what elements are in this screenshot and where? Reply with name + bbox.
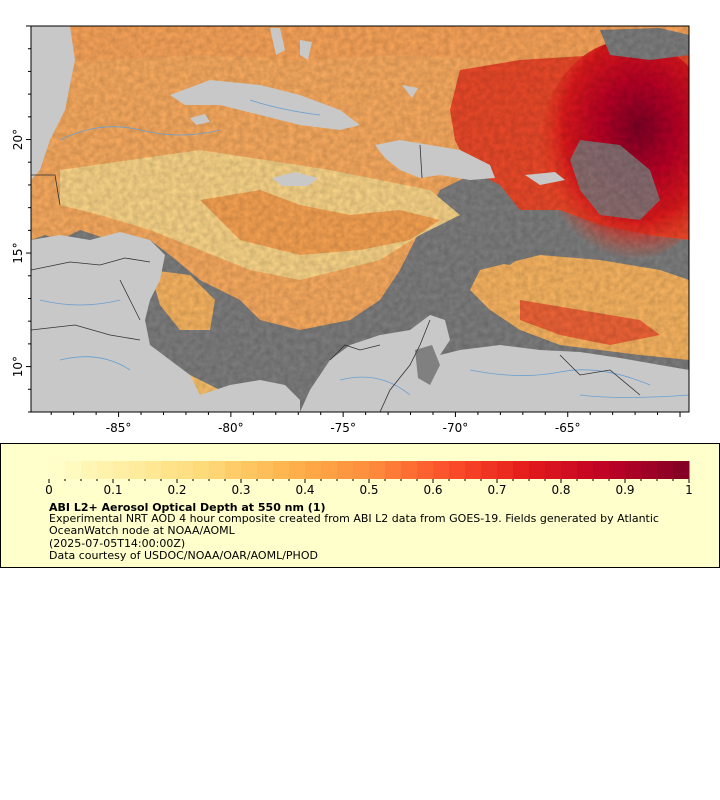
colorbar-cell — [65, 461, 82, 479]
colorbar-tick-label: 0.7 — [487, 483, 506, 497]
colorbar-cell — [161, 461, 178, 479]
colorbar-tick-label: 0.5 — [359, 483, 378, 497]
aod-map: -85° -80° -75° -70° -65° 10° 15° 20° — [11, 25, 690, 435]
colorbar-cell — [113, 461, 130, 479]
colorbar-cell — [481, 461, 498, 479]
land-isla-juventud — [190, 114, 210, 125]
colorbar-ticks: 0 0.1 0.2 0.3 0.4 0.5 0.6 0.7 0.8 0.9 1 — [45, 479, 693, 497]
colorbar-cell — [353, 461, 370, 479]
colorbar-cell — [561, 461, 578, 479]
colorbar-cell — [417, 461, 434, 479]
lat-tick-label: 15° — [11, 242, 25, 263]
colorbar-cell — [545, 461, 562, 479]
colorbar-cell — [209, 461, 226, 479]
colorbar-cell — [49, 461, 66, 479]
legend-description: Experimental NRT AOD 4 hour composite cr… — [49, 512, 659, 537]
lon-tick-label: -75° — [330, 421, 356, 435]
colorbar-cell — [97, 461, 114, 479]
legend-time: (2025-07-05T14:00:00Z) — [49, 537, 186, 550]
colorbar-cell — [129, 461, 146, 479]
legend-panel: 0 0.1 0.2 0.3 0.4 0.5 0.6 0.7 0.8 0.9 1 ABI L2+ Ae… — [0, 443, 720, 568]
land-jamaica — [272, 172, 318, 186]
land-bahamas-3 — [402, 85, 418, 98]
colorbar-tick-label: 0.8 — [551, 483, 570, 497]
colorbar-cell — [273, 461, 290, 479]
legend-credit: Data courtesy of USDOC/NOAA/OAR/AOML/PHO… — [49, 549, 318, 562]
colorbar-cell — [497, 461, 514, 479]
lon-tick-label: -80° — [218, 421, 244, 435]
colorbar-cell — [401, 461, 418, 479]
country-borders — [31, 144, 641, 412]
colorbar-cell — [145, 461, 162, 479]
river-lines — [39, 99, 689, 398]
colorbar-tick-label: 0.1 — [103, 483, 122, 497]
colorbar-cell — [289, 461, 306, 479]
colorbar-cell — [369, 461, 386, 479]
colorbar-tick-label: 1 — [685, 483, 693, 497]
lat-tick-label: 10° — [11, 356, 25, 377]
colorbar-cell — [465, 461, 482, 479]
land-south-america — [300, 315, 689, 412]
colorbar-cell — [321, 461, 338, 479]
land-yucatan — [31, 26, 75, 180]
colorbar-cells — [49, 461, 690, 479]
colorbar-cell — [385, 461, 402, 479]
colorbar-cell — [225, 461, 242, 479]
map-axes: -85° -80° -75° -70° -65° 10° 15° 20° — [11, 25, 681, 435]
colorbar-tick-label: 0.2 — [167, 483, 186, 497]
colorbar-cell — [257, 461, 274, 479]
colorbar-tick-label: 0.4 — [295, 483, 314, 497]
colorbar-cell — [177, 461, 194, 479]
lake-maracaibo — [415, 345, 440, 385]
land-panama — [200, 380, 300, 412]
colorbar-tick-label: 0 — [45, 483, 53, 497]
colorbar-cell — [529, 461, 546, 479]
lat-tick-label: 20° — [11, 129, 25, 150]
colorbar-cell — [641, 461, 658, 479]
colorbar-cell — [625, 461, 642, 479]
legend-title: ABI L2+ Aerosol Optical Depth at 550 nm … — [49, 501, 326, 514]
colorbar-cell — [513, 461, 530, 479]
colorbar-tick-label: 0.6 — [423, 483, 442, 497]
lon-tick-label: -85° — [106, 421, 132, 435]
colorbar-cell — [449, 461, 466, 479]
land-bahamas-2 — [300, 40, 312, 60]
colorbar-tick-label: 0.9 — [615, 483, 634, 497]
lon-tick-label: -65° — [555, 421, 581, 435]
colorbar-cell — [577, 461, 594, 479]
colorbar-cell — [337, 461, 354, 479]
colorbar-cell — [657, 461, 674, 479]
colorbar-cell — [673, 461, 690, 479]
land-cuba — [170, 80, 360, 130]
lon-tick-label: -70° — [443, 421, 469, 435]
colorbar-cell — [433, 461, 450, 479]
land-bahamas-1 — [270, 28, 285, 55]
map-frame — [30, 25, 690, 413]
colorbar-cell — [305, 461, 322, 479]
colorbar-cell — [81, 461, 98, 479]
colorbar: 0 0.1 0.2 0.3 0.4 0.5 0.6 0.7 0.8 0.9 1 — [45, 461, 693, 497]
colorbar-cell — [593, 461, 610, 479]
colorbar-cell — [609, 461, 626, 479]
colorbar-tick-label: 0.3 — [231, 483, 250, 497]
colorbar-cell — [193, 461, 210, 479]
colorbar-cell — [241, 461, 258, 479]
land-central-america — [31, 232, 210, 412]
land-puerto-rico — [525, 172, 565, 185]
land-hispaniola — [375, 140, 495, 180]
